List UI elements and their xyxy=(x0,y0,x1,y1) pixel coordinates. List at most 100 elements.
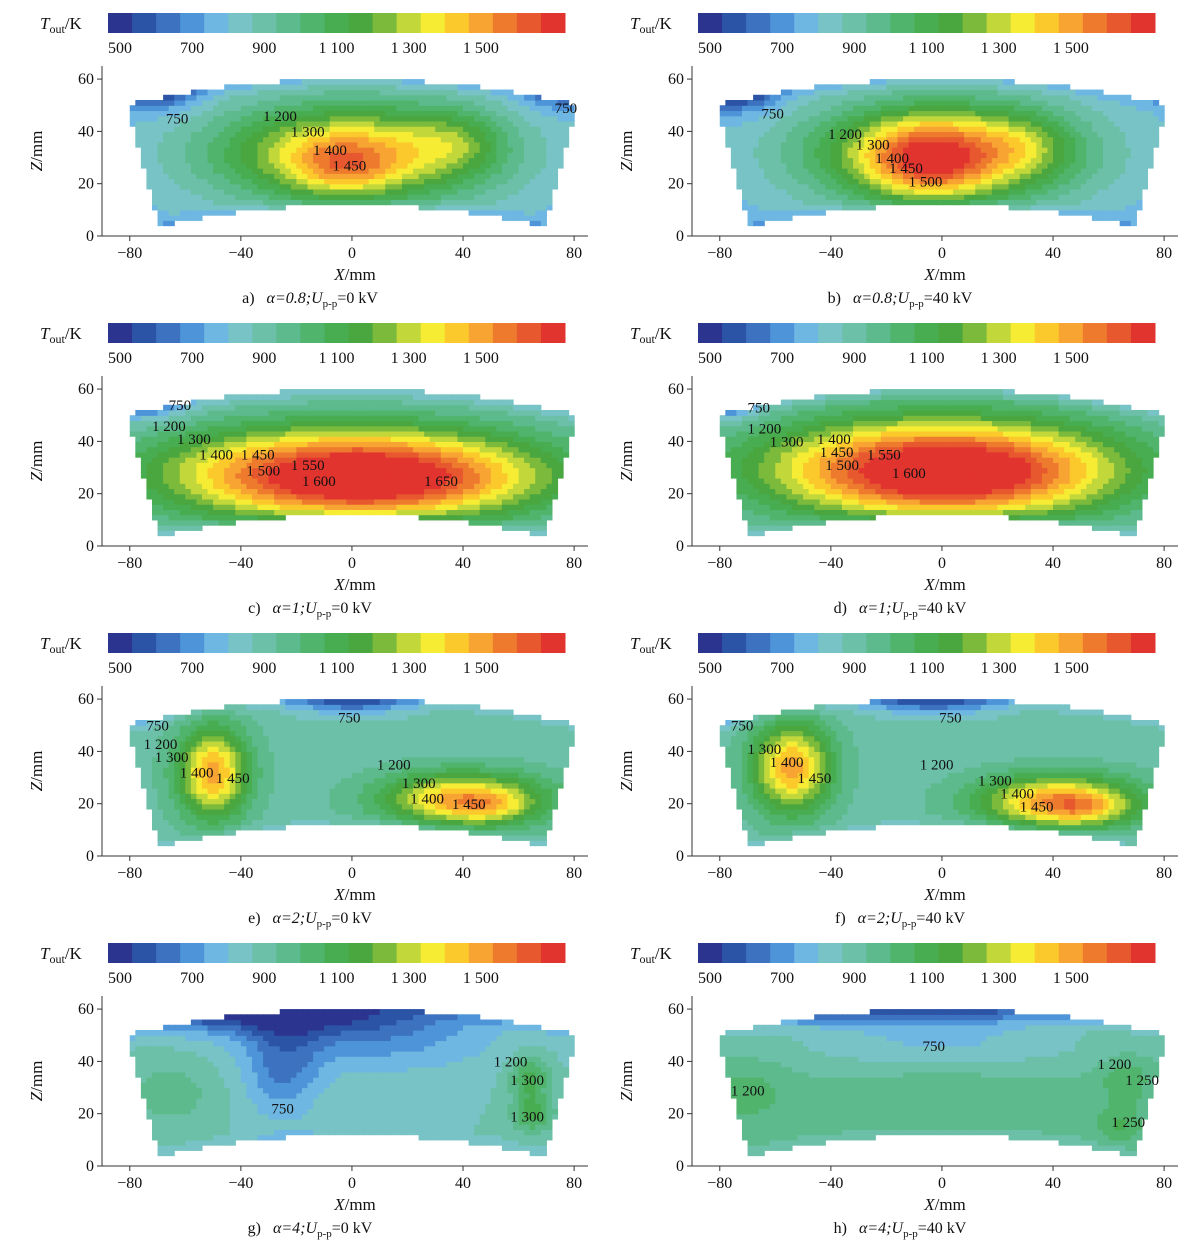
x-axis-label: X/mm xyxy=(333,1195,376,1214)
colorbar-tick-label: 900 xyxy=(252,40,276,57)
colorbar-swatch xyxy=(890,323,915,343)
x-tick-label: 40 xyxy=(455,1175,471,1192)
colorbar-swatch xyxy=(132,633,157,653)
colorbar: Tout/K 500 700 900 1 100 1 300 1 500 xyxy=(630,323,1156,367)
colorbar: Tout/K 500 700 900 1 100 1 300 1 500 xyxy=(630,13,1156,57)
y-tick-label: 60 xyxy=(78,71,94,88)
temperature-field xyxy=(129,79,575,227)
colorbar-tick-label: 900 xyxy=(842,970,866,987)
colorbar-swatch xyxy=(492,13,518,33)
x-tick-label: −40 xyxy=(818,1175,843,1192)
colorbar-swatch xyxy=(180,633,205,653)
y-axis-label: Z/mm xyxy=(27,1061,46,1102)
y-tick-label: 20 xyxy=(668,486,684,503)
colorbar-swatch xyxy=(204,323,229,343)
x-tick-label: 80 xyxy=(1156,245,1172,262)
colorbar-swatch xyxy=(492,633,518,653)
colorbar-swatch xyxy=(866,943,891,963)
contour-label: 750 xyxy=(271,1102,294,1118)
colorbar-swatch xyxy=(986,13,1012,33)
colorbar-swatch xyxy=(842,943,867,963)
colorbar-swatch xyxy=(746,943,771,963)
colorbar-tick-label: 1 500 xyxy=(463,350,499,367)
x-axis-label: X/mm xyxy=(923,575,966,594)
colorbar-tick-label: 900 xyxy=(252,970,276,987)
colorbar-swatch xyxy=(1010,943,1036,963)
colorbar-tick-label: 1 300 xyxy=(981,40,1017,57)
panel-c: Tout/K 500 700 900 1 100 1 300 1 500 −80 −40 0 40 8… xyxy=(20,318,600,623)
y-tick-label: 20 xyxy=(668,796,684,813)
contour-label: 750 xyxy=(146,718,169,734)
colorbar-swatch xyxy=(938,323,964,343)
panel-f: Tout/K 500 700 900 1 100 1 300 1 500 −80 −40 0 40 8… xyxy=(610,628,1190,933)
contour-label: 1 450 xyxy=(1020,800,1054,816)
x-tick-label: −80 xyxy=(117,245,142,262)
x-tick-label: 0 xyxy=(938,1175,946,1192)
colorbar-swatch xyxy=(962,633,988,653)
colorbar-swatch xyxy=(1034,633,1060,653)
temperature-field xyxy=(719,699,1165,847)
colorbar-tick-label: 1 100 xyxy=(909,970,945,987)
colorbar-tick-label: 1 500 xyxy=(1053,660,1089,677)
colorbar-label: Tout/K xyxy=(40,14,83,36)
contour-label: 1 400 xyxy=(817,432,851,448)
contour-label: 750 xyxy=(748,401,771,417)
colorbar-label: Tout/K xyxy=(630,14,673,36)
colorbar-swatch xyxy=(938,633,964,653)
colorbar-tick-label: 1 100 xyxy=(319,660,355,677)
x-tick-label: −80 xyxy=(707,865,732,882)
y-axis-label: Z/mm xyxy=(617,751,636,792)
colorbar-label: Tout/K xyxy=(630,324,673,346)
panel-caption: h) α=4;Up-p=40 kV xyxy=(833,1220,967,1241)
colorbar-tick-label: 500 xyxy=(698,350,722,367)
colorbar-tick-label: 700 xyxy=(180,40,204,57)
colorbar-swatch xyxy=(132,13,157,33)
temperature-field xyxy=(129,699,575,847)
colorbar-swatch xyxy=(132,943,157,963)
colorbar-swatch xyxy=(1106,943,1132,963)
colorbar-tick-label: 1 300 xyxy=(981,350,1017,367)
contour-label: 1 300 xyxy=(291,125,325,141)
contour-labels: 750 1 200 1 300 1 300 xyxy=(271,1055,544,1126)
colorbar-swatch xyxy=(746,13,771,33)
colorbar-swatch xyxy=(372,633,398,653)
colorbar-tick-label: 700 xyxy=(180,350,204,367)
x-tick-label: 40 xyxy=(455,865,471,882)
colorbar-swatch xyxy=(770,13,795,33)
x-tick-label: −80 xyxy=(707,555,732,572)
panel-caption: b) α=0.8;Up-p=40 kV xyxy=(827,290,973,311)
colorbar-swatch xyxy=(794,323,819,343)
contour-chart-d: Tout/K 500 700 900 1 100 1 300 1 500 −80 −40 0 40 8… xyxy=(617,323,1178,594)
colorbar-tick-label: 900 xyxy=(842,40,866,57)
contour-chart-f: Tout/K 500 700 900 1 100 1 300 1 500 −80 −40 0 40 8… xyxy=(617,633,1178,904)
colorbar-swatch xyxy=(746,633,771,653)
colorbar-label: Tout/K xyxy=(630,634,673,656)
y-tick-label: 40 xyxy=(668,123,684,140)
colorbar-swatch xyxy=(180,323,205,343)
x-tick-label: 40 xyxy=(1045,865,1061,882)
colorbar-swatch xyxy=(156,943,181,963)
colorbar-tick-label: 500 xyxy=(698,40,722,57)
contour-label: 1 200 xyxy=(152,419,186,435)
x-tick-label: −40 xyxy=(228,555,253,572)
colorbar-swatch xyxy=(1034,323,1060,343)
colorbar-swatch xyxy=(300,943,325,963)
colorbar-swatch xyxy=(228,943,253,963)
contour-label: 1 200 xyxy=(263,109,297,125)
colorbar-swatch xyxy=(698,943,723,963)
colorbar-swatch xyxy=(1082,13,1108,33)
temperature-field xyxy=(719,389,1165,537)
panel-h: Tout/K 500 700 900 1 100 1 300 1 500 −80 −40 0 40 8… xyxy=(610,938,1190,1243)
contour-chart-a: Tout/K 500 700 900 1 100 1 300 1 500 −80 −40 0 40 8… xyxy=(27,13,588,284)
contour-label: 1 400 xyxy=(770,755,804,771)
colorbar-swatch xyxy=(1082,323,1108,343)
colorbar-swatch xyxy=(1058,943,1084,963)
panel-caption: c) α=1;Up-p=0 kV xyxy=(248,600,372,621)
y-tick-label: 0 xyxy=(676,228,684,245)
contour-label: 750 xyxy=(166,112,189,128)
colorbar-swatch xyxy=(516,13,542,33)
contour-label: 1 200 xyxy=(828,127,862,143)
contour-label: 750 xyxy=(169,398,192,414)
contour-label: 1 200 xyxy=(494,1055,528,1071)
